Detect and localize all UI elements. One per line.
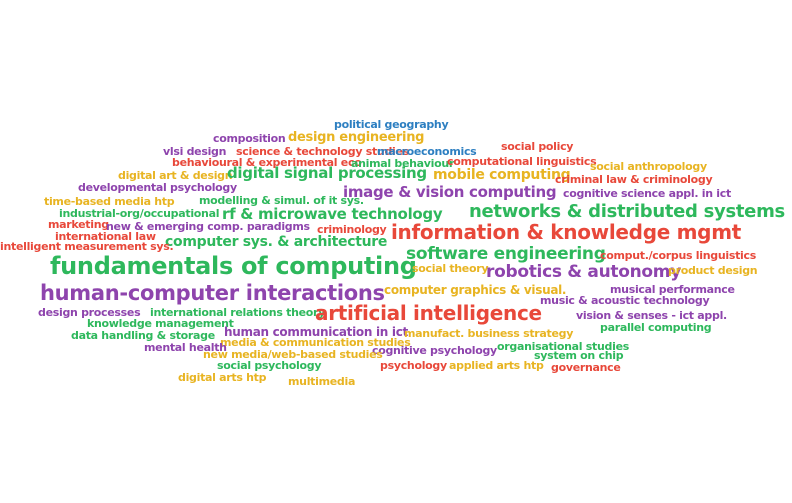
cloud-word: manufact. business strategy: [404, 327, 574, 340]
cloud-word: new media/web-based studies: [203, 348, 383, 361]
cloud-word: parallel computing: [600, 321, 712, 334]
cloud-word: digital art & design: [118, 169, 233, 182]
cloud-word: comput./corpus linguistics: [600, 249, 756, 262]
cloud-word: industrial-org/occupational: [59, 207, 220, 220]
cloud-word: artificial intelligence: [315, 301, 542, 325]
cloud-word: international law: [55, 230, 156, 243]
cloud-word: digital arts htp: [178, 371, 267, 384]
cloud-word: macroeconomics: [377, 145, 477, 158]
cloud-word: knowledge management: [87, 317, 234, 330]
cloud-word: mental health: [144, 341, 227, 354]
cloud-word: political geography: [334, 118, 449, 131]
cloud-word: applied arts htp: [449, 359, 544, 372]
cloud-word: data handling & storage: [71, 329, 215, 342]
cloud-word: vlsi design: [163, 145, 227, 158]
cloud-word: social anthropology: [590, 160, 707, 173]
cloud-word: social policy: [501, 140, 574, 153]
cloud-word: computational linguistics: [447, 155, 597, 168]
cloud-word: time-based media htp: [44, 195, 175, 208]
cloud-word: criminology: [317, 223, 387, 236]
cloud-word: system on chip: [534, 349, 624, 362]
cloud-word: cognitive psychology: [372, 344, 497, 357]
cloud-word: fundamentals of computing: [50, 252, 417, 280]
cloud-word: information & knowledge mgmt: [391, 220, 741, 244]
cloud-word: digital signal processing: [227, 164, 427, 182]
cloud-word: computer graphics & visual.: [384, 283, 567, 297]
cloud-word: multimedia: [288, 375, 356, 388]
cloud-word: vision & senses - ict appl.: [576, 309, 727, 322]
cloud-word: software engineering: [406, 244, 606, 264]
cloud-word: musical performance: [610, 283, 735, 296]
cloud-word: developmental psychology: [78, 181, 237, 194]
cloud-word: robotics & autonomy: [486, 262, 681, 282]
cloud-word: computer sys. & architecture: [165, 234, 388, 250]
cloud-word: marketing: [48, 218, 109, 231]
cloud-word: organisational studies: [497, 340, 629, 353]
cloud-word: modelling & simul. of it sys.: [199, 194, 364, 207]
cloud-word: music & acoustic technology: [540, 294, 710, 307]
cloud-word: human communication in ict: [224, 325, 408, 339]
cloud-word: behavioural & experimental eco: [172, 156, 362, 169]
cloud-word: science & technology studies: [236, 145, 409, 158]
cloud-word: networks & distributed systems: [469, 201, 785, 222]
cloud-word: new & emerging comp. paradigms: [106, 220, 310, 233]
cloud-word: animal behaviour: [351, 157, 455, 170]
cloud-word: rf & microwave technology: [222, 205, 443, 223]
cloud-word: psychology: [380, 359, 447, 372]
cloud-word: design engineering: [288, 130, 425, 145]
cloud-word: international relations theory: [150, 306, 326, 319]
cloud-word: criminal law & criminology: [555, 173, 713, 186]
cloud-word: governance: [551, 361, 621, 374]
cloud-word: product design: [668, 264, 758, 277]
cloud-word: social psychology: [217, 359, 322, 372]
cloud-word: mobile computing: [433, 167, 571, 183]
cloud-word: intelligent measurement sys.: [0, 240, 174, 253]
cloud-word: social theory: [412, 262, 489, 275]
cloud-word: image & vision computing: [343, 183, 557, 201]
cloud-word: design processes: [38, 306, 141, 319]
cloud-word: cognitive science appl. in ict: [563, 187, 731, 200]
cloud-word: composition: [213, 132, 286, 145]
cloud-word: human-computer interactions: [40, 281, 385, 305]
cloud-word: media & communication studies: [220, 336, 411, 349]
